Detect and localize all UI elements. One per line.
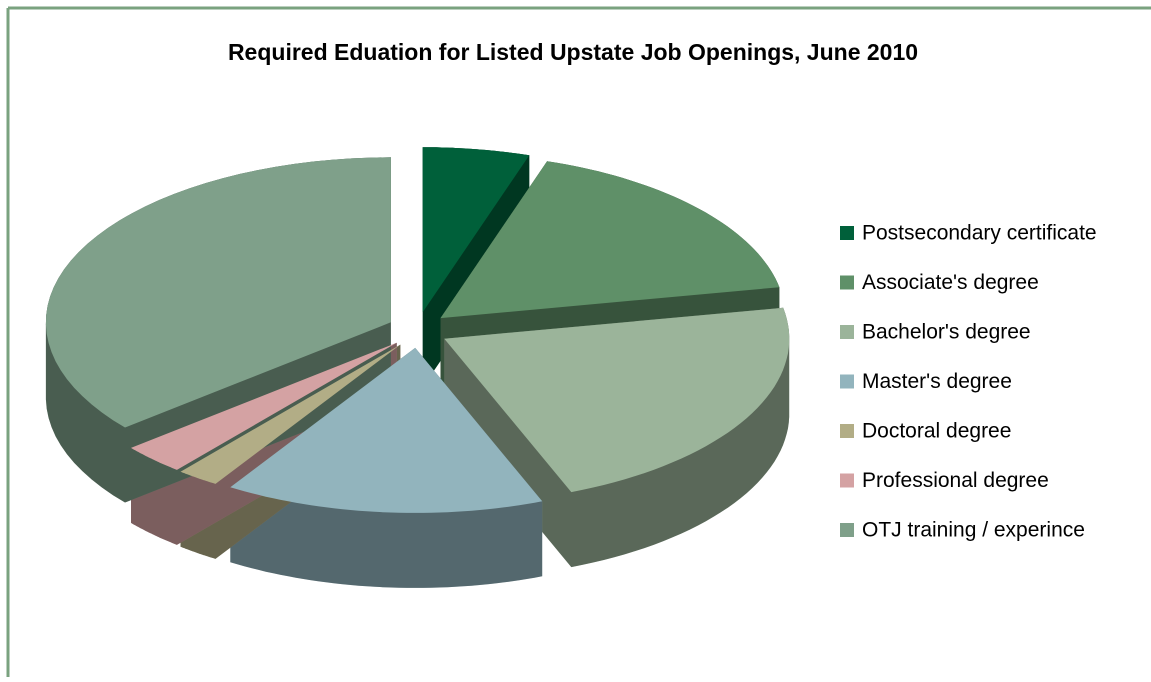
pie-tops: [45, 147, 790, 513]
legend-swatch: [840, 473, 854, 488]
legend-swatch: [840, 374, 854, 389]
legend-label: Master's degree: [862, 370, 1012, 393]
legend-swatch: [840, 523, 854, 537]
legend-swatch: [840, 226, 854, 240]
pie-slice: [230, 347, 543, 513]
legend-label: Doctoral degree: [862, 420, 1011, 443]
pie-slice: [45, 157, 391, 428]
legend-label: OTJ training / experince: [862, 519, 1085, 542]
legend-swatch: [840, 275, 854, 290]
pie-slice: [444, 307, 790, 493]
legend-label: Associate's degree: [862, 271, 1039, 294]
legend-swatch: [840, 325, 854, 339]
legend-label: Bachelor's degree: [862, 321, 1031, 344]
legend-swatch: [840, 424, 854, 438]
legend-label: Postsecondary certificate: [862, 222, 1097, 245]
pie-slice: [422, 147, 530, 313]
pie-slice: [180, 344, 401, 484]
legend: Postsecondary certificate Associate's deg…: [840, 222, 1097, 542]
pie-slice: [131, 342, 397, 470]
pie-slice: [440, 161, 780, 319]
chart-title: Required Eduation for Listed Upstate Job…: [228, 39, 918, 65]
legend-label: Professional degree: [862, 469, 1049, 492]
